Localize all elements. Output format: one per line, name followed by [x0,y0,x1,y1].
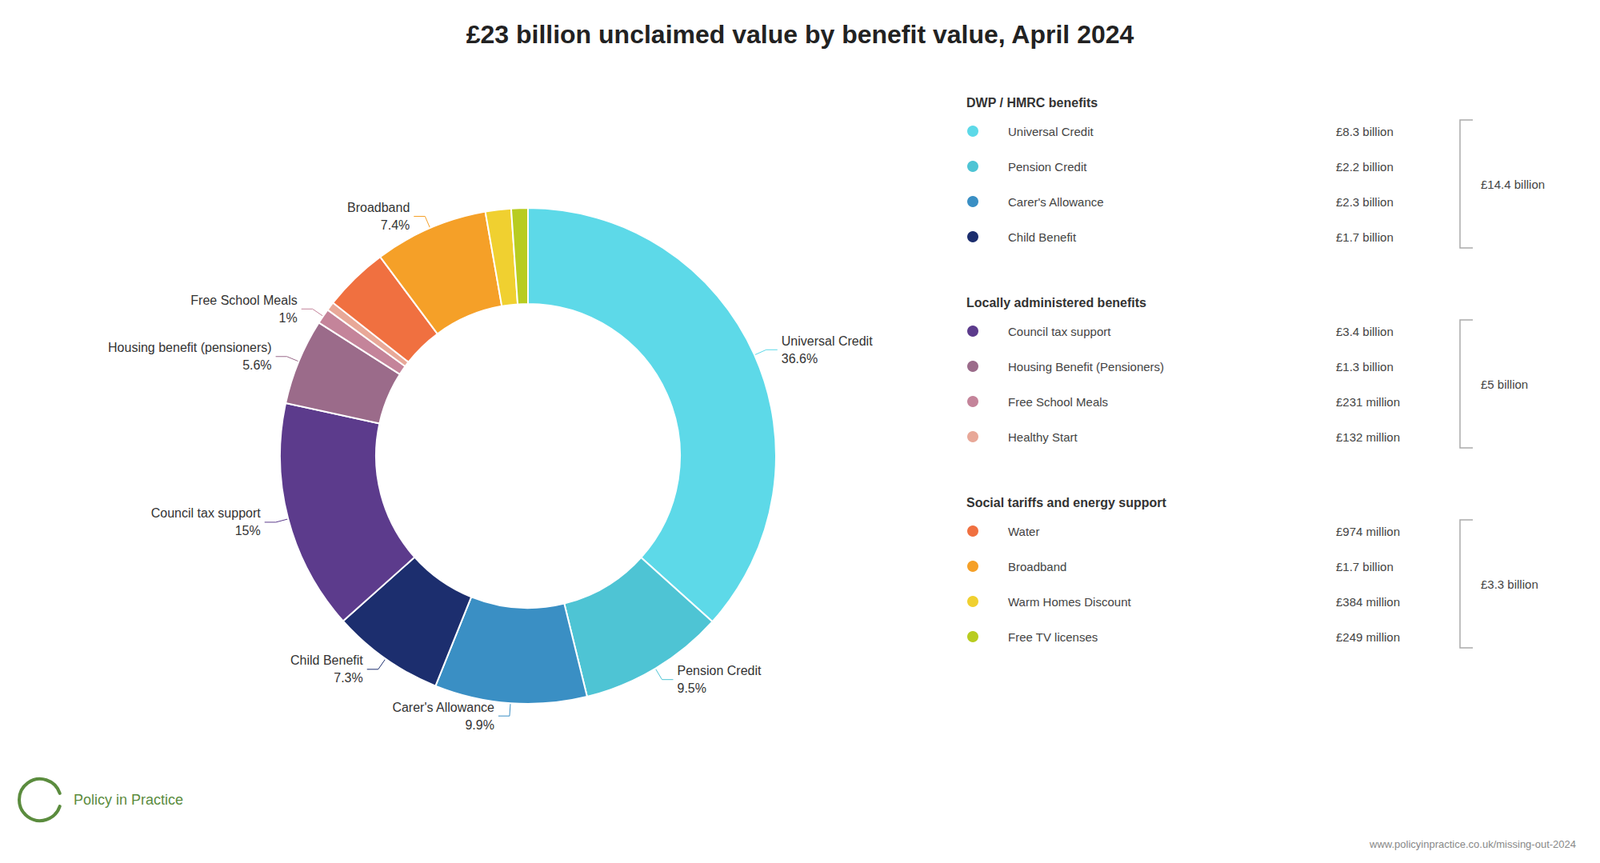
svg-text:£132 million: £132 million [1336,430,1400,444]
svg-text:Free School Meals: Free School Meals [1008,395,1108,409]
svg-text:Pension Credit: Pension Credit [676,664,762,678]
svg-text:Free School Meals: Free School Meals [190,293,297,308]
svg-text:Broadband: Broadband [1008,560,1067,574]
svg-text:9.9%: 9.9% [464,718,494,732]
svg-text:Locally administered benefits: Locally administered benefits [966,296,1147,310]
svg-text:Council tax support: Council tax support [1008,324,1112,339]
svg-text:9.5%: 9.5% [676,681,706,696]
svg-text:Carer's Allowance: Carer's Allowance [1008,195,1104,209]
svg-text:£3.4 billion: £3.4 billion [1336,324,1394,339]
svg-text:£974 million: £974 million [1336,524,1400,539]
svg-text:7.3%: 7.3% [333,671,363,685]
svg-text:£231 million: £231 million [1336,395,1400,409]
svg-text:Child Benefit: Child Benefit [1008,230,1077,244]
svg-text:£1.7 billion: £1.7 billion [1336,230,1394,244]
svg-text:Housing benefit (pensioners): Housing benefit (pensioners) [108,340,272,355]
svg-text:£1.3 billion: £1.3 billion [1336,360,1394,374]
svg-text:Water: Water [1008,524,1040,539]
svg-text:Healthy Start: Healthy Start [1008,430,1079,444]
svg-text:DWP / HMRC benefits: DWP / HMRC benefits [966,96,1098,110]
svg-text:Child Benefit: Child Benefit [290,653,364,668]
svg-text:Broadband: Broadband [347,200,410,215]
svg-text:Carer's Allowance: Carer's Allowance [392,700,495,715]
svg-text:£2.3 billion: £2.3 billion [1336,195,1394,209]
svg-text:£2.2 billion: £2.2 billion [1336,160,1394,174]
svg-text:£23 billion unclaimed value by: £23 billion unclaimed value by benefit v… [466,20,1135,49]
svg-text:Free TV licenses: Free TV licenses [1008,630,1098,644]
svg-text:Universal Credit: Universal Credit [781,334,873,348]
svg-text:£8.3 billion: £8.3 billion [1336,124,1394,139]
svg-text:Social tariffs and energy supp: Social tariffs and energy support [966,496,1168,510]
svg-text:£14.4 billion: £14.4 billion [1480,177,1545,192]
svg-text:Council tax support: Council tax support [151,506,262,520]
svg-text:£384 million: £384 million [1336,595,1400,609]
svg-text:5.6%: 5.6% [242,358,272,372]
svg-text:15%: 15% [235,524,261,538]
svg-text:7.4%: 7.4% [380,218,410,232]
svg-text:www.policyinpractice.co.uk/mis: www.policyinpractice.co.uk/missing-out-2… [1368,838,1576,851]
svg-text:36.6%: 36.6% [781,352,818,366]
svg-text:1%: 1% [279,311,298,325]
svg-text:Pension Credit: Pension Credit [1008,160,1088,174]
svg-text:Housing Benefit (Pensioners): Housing Benefit (Pensioners) [1008,360,1164,374]
svg-text:£1.7 billion: £1.7 billion [1336,560,1394,574]
svg-text:Policy in Practice: Policy in Practice [73,792,184,808]
svg-text:£3.3 billion: £3.3 billion [1480,577,1539,592]
svg-text:£249 million: £249 million [1336,630,1400,644]
svg-text:Warm Homes Discount: Warm Homes Discount [1008,595,1132,609]
svg-text:£5 billion: £5 billion [1480,377,1528,392]
svg-text:Universal Credit: Universal Credit [1008,124,1095,139]
